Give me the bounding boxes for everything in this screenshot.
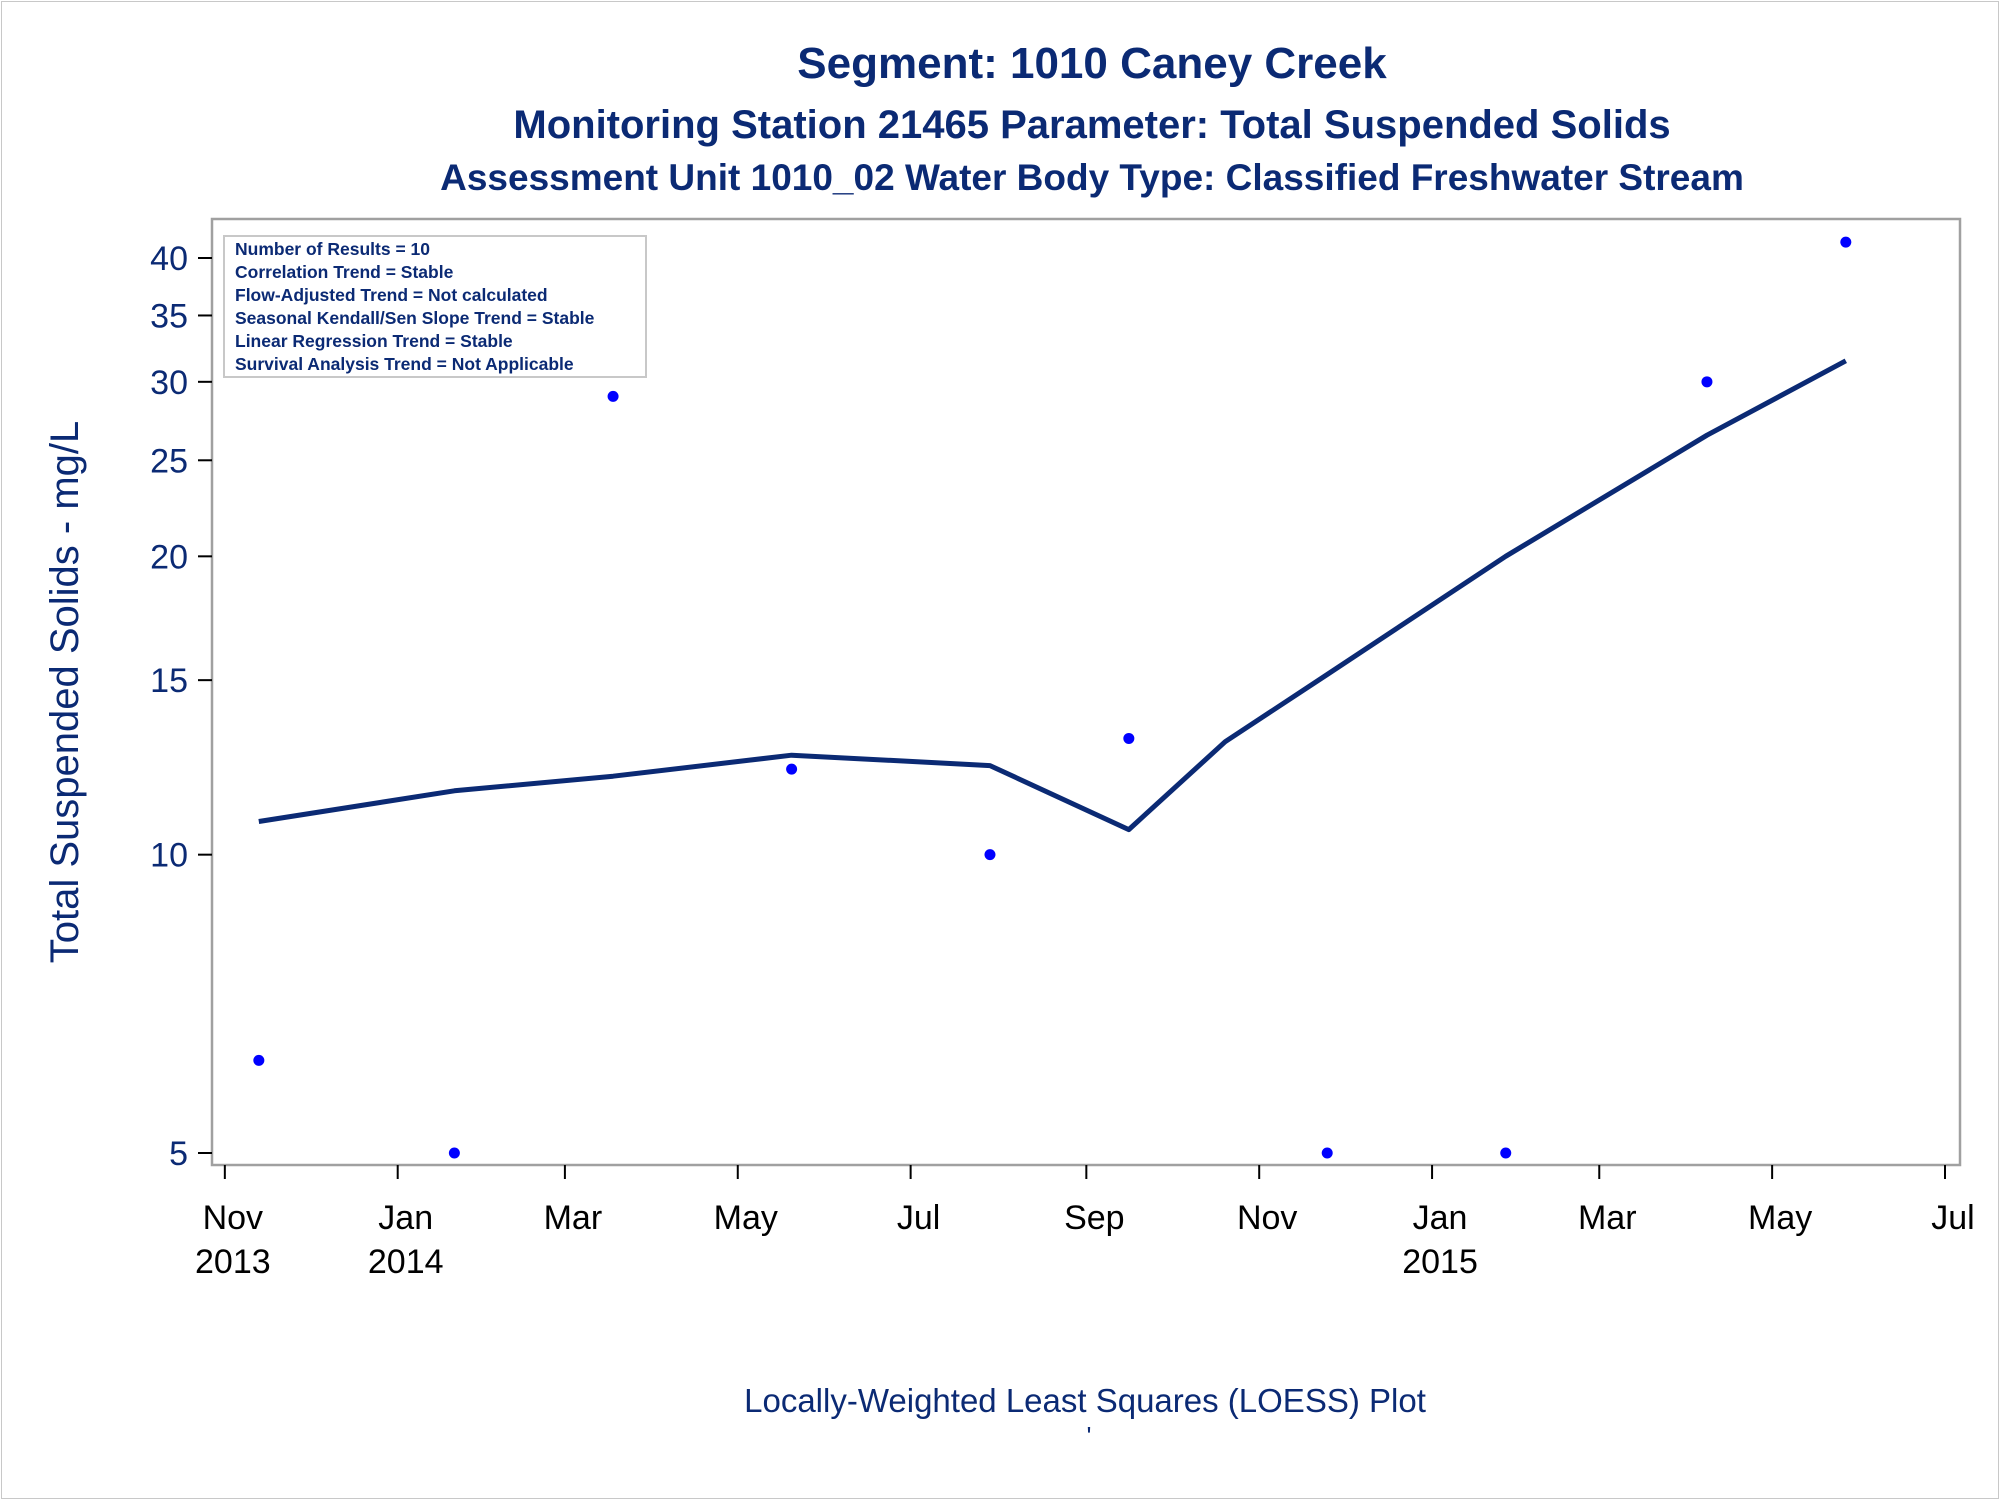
x-tick-label: Sep <box>1064 1199 1125 1237</box>
x-tick-label: Jul <box>1931 1199 1974 1237</box>
data-point <box>448 1147 460 1159</box>
footnote-mark: ' <box>1087 1421 1092 1451</box>
series-layer <box>253 236 1852 1159</box>
x-tick-label: Jul <box>897 1199 940 1237</box>
y-axis: 5 10 15 20 25 30 35 40 <box>150 240 212 1173</box>
chart-subtitle-assessment: Assessment Unit 1010_02 Water Body Type:… <box>440 157 1744 198</box>
data-point <box>1701 376 1713 388</box>
data-point <box>984 849 996 861</box>
data-point <box>1123 732 1135 744</box>
y-tick-label: 5 <box>169 1135 188 1173</box>
stats-box: Number of Results = 10 Correlation Trend… <box>223 235 647 378</box>
x-tick-year-label: 2014 <box>368 1243 444 1281</box>
data-point <box>1840 236 1852 248</box>
data-point <box>786 763 798 775</box>
y-tick-label: 15 <box>150 662 188 700</box>
x-axis: Nov 2013 Jan 2014 Mar May Jul Sep Nov Jan 2015 Mar M… <box>195 1165 1975 1281</box>
x-tick-label: Jan <box>1413 1199 1468 1237</box>
y-tick-label: 30 <box>150 364 188 402</box>
y-tick-label: 25 <box>150 442 188 480</box>
x-tick-year-label: 2013 <box>195 1243 271 1281</box>
data-point <box>1500 1147 1512 1159</box>
data-point <box>253 1054 265 1066</box>
y-tick-label: 35 <box>150 297 188 335</box>
y-tick-label: 40 <box>150 240 188 278</box>
chart-subtitle-station: Monitoring Station 21465 Parameter: Tota… <box>513 103 1670 147</box>
stats-line-count: Number of Results = 10 <box>235 239 430 259</box>
x-tick-label: Mar <box>1578 1199 1637 1237</box>
x-tick-label: May <box>714 1199 778 1237</box>
footnote: Locally-Weighted Least Squares (LOESS) P… <box>744 1382 1426 1419</box>
stats-line-survival: Survival Analysis Trend = Not Applicable <box>235 354 574 374</box>
x-tick-label: Jan <box>378 1199 433 1237</box>
x-tick-label: Mar <box>544 1199 603 1237</box>
loess-curve <box>258 358 1847 833</box>
data-point <box>1321 1147 1333 1159</box>
x-tick-label: Nov <box>203 1199 263 1237</box>
y-tick-label: 20 <box>150 538 188 576</box>
x-tick-year-label: 2015 <box>1402 1243 1478 1281</box>
y-tick-label: 10 <box>150 837 188 875</box>
data-point <box>607 390 619 402</box>
stats-line-correlation: Correlation Trend = Stable <box>235 262 454 282</box>
chart-title: Segment: 1010 Caney Creek <box>797 39 1387 88</box>
stats-line-linear-regression: Linear Regression Trend = Stable <box>235 331 513 351</box>
x-tick-label: May <box>1748 1199 1812 1237</box>
y-axis-label: Total Suspended Solids - mg/L <box>43 421 87 964</box>
stats-line-seasonal-kendall: Seasonal Kendall/Sen Slope Trend = Stabl… <box>235 308 595 328</box>
stats-box-border <box>223 235 647 378</box>
x-tick-label: Nov <box>1237 1199 1297 1237</box>
stats-line-flow-adjusted: Flow-Adjusted Trend = Not calculated <box>235 285 548 305</box>
